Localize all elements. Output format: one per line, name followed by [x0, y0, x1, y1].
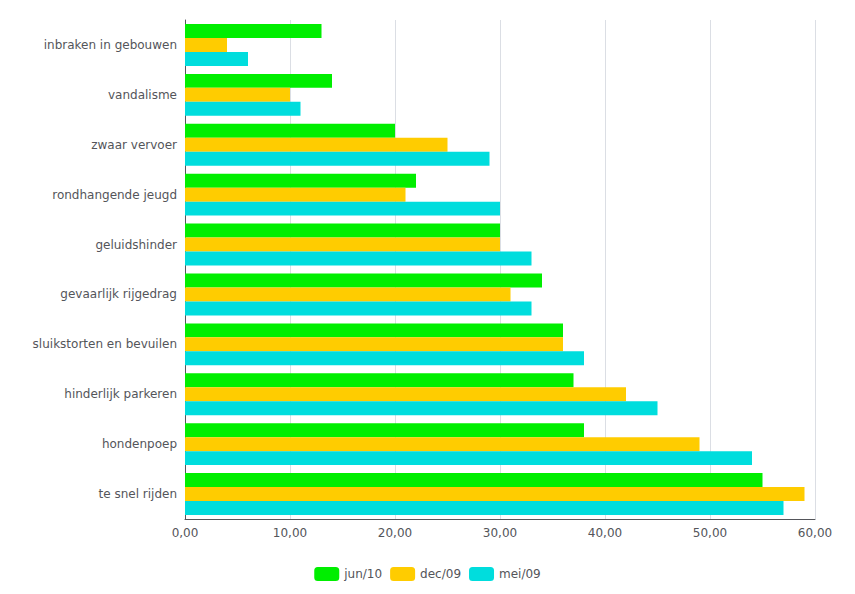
- svg-text:20,00: 20,00: [378, 526, 412, 540]
- svg-text:vandalisme: vandalisme: [108, 88, 177, 102]
- svg-text:50,00: 50,00: [693, 526, 727, 540]
- svg-text:mei/09: mei/09: [499, 567, 541, 581]
- svg-text:hinderlijk parkeren: hinderlijk parkeren: [64, 387, 177, 401]
- svg-text:te snel rijden: te snel rijden: [99, 487, 178, 501]
- svg-text:40,00: 40,00: [588, 526, 622, 540]
- svg-text:zwaar vervoer: zwaar vervoer: [91, 138, 177, 152]
- svg-text:rondhangende jeugd: rondhangende jeugd: [52, 188, 177, 202]
- svg-text:10,00: 10,00: [273, 526, 307, 540]
- svg-text:60,00: 60,00: [798, 526, 832, 540]
- svg-text:dec/09: dec/09: [420, 567, 461, 581]
- svg-text:0,00: 0,00: [172, 526, 199, 540]
- svg-text:inbraken in gebouwen: inbraken in gebouwen: [44, 38, 177, 52]
- svg-text:sluikstorten en bevuilen: sluikstorten en bevuilen: [33, 337, 177, 351]
- svg-text:30,00: 30,00: [483, 526, 517, 540]
- svg-text:gevaarlijk rijgedrag: gevaarlijk rijgedrag: [60, 287, 177, 301]
- svg-text:hondenpoep: hondenpoep: [102, 437, 177, 451]
- svg-text:geluidshinder: geluidshinder: [95, 238, 177, 252]
- svg-text:jun/10: jun/10: [343, 567, 382, 581]
